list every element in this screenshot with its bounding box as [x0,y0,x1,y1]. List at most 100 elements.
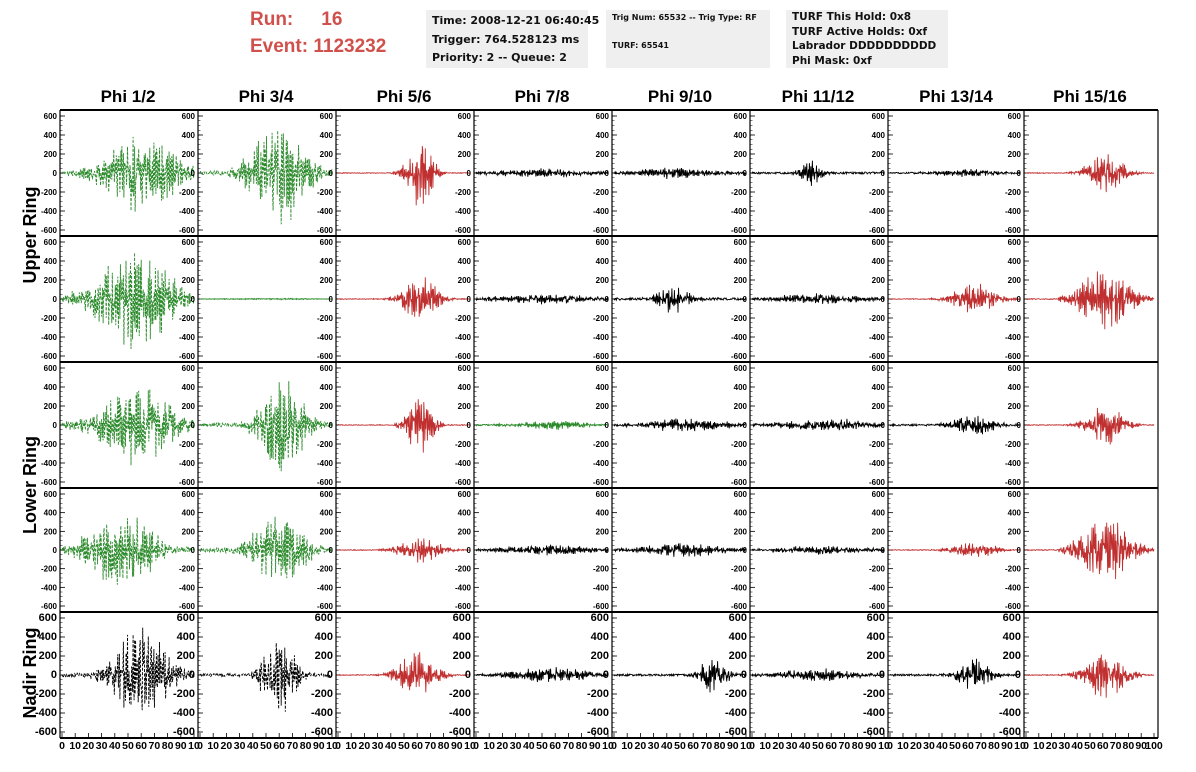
y-tick-label: -400 [41,333,58,342]
y-tick-label: 200 [596,150,610,159]
x-tick-label: 70 [425,740,437,752]
y-tick-label: -400 [41,459,58,468]
y-tick-label: 200 [458,150,472,159]
turf-active-text: TURF Active Holds: 0xf [792,25,928,38]
y-tick-label: -200 [593,314,610,323]
y-tick-label: -600 [1005,226,1022,235]
y-tick-label: -200 [317,314,334,323]
y-tick-label: 200 [177,650,195,662]
x-tick-label: 10 [464,740,476,752]
y-tick-label: -600 [593,478,610,487]
y-tick-label: -200 [173,688,195,700]
y-tick-label: 600 [596,238,610,247]
y-tick-label: -600 [1005,478,1022,487]
waveform-trace [61,389,195,466]
x-tick-label: 10 [740,740,752,752]
y-tick-label: 0 [605,169,610,178]
waveform-trace [337,652,471,693]
y-tick-label: -600 [317,602,334,611]
y-tick-label: -200 [449,688,471,700]
y-tick-label: 600 [458,490,472,499]
trig-num-text: Trig Num: 65532 -- Trig Type: RF [612,13,757,22]
waveform-trace [61,517,195,585]
y-tick-label: -600 [587,726,609,738]
y-tick-label: -600 [41,352,58,361]
phi-title-2: Phi 3/4 [238,87,294,106]
y-tick-label: 0 [191,421,196,430]
x-tick-label: 80 [300,740,312,752]
y-tick-label: 200 [1008,527,1022,536]
y-tick-label: 0 [743,169,748,178]
y-tick-label: -200 [999,688,1021,700]
y-tick-label: 0 [189,669,195,681]
y-tick-label: -200 [593,188,610,197]
y-tick-label: 400 [320,383,334,392]
y-tick-label: 600 [320,112,334,121]
y-tick-label: -400 [869,333,886,342]
y-tick-label: -600 [869,226,886,235]
y-tick-label: 400 [1008,131,1022,140]
y-tick-label: -600 [455,602,472,611]
y-tick-label: 600 [458,238,472,247]
y-tick-label: 0 [53,421,58,430]
y-tick-label: -200 [41,188,58,197]
y-tick-label: -200 [1005,188,1022,197]
phi-title-4: Phi 7/8 [514,87,570,106]
x-tick-label: 80 [576,740,588,752]
y-tick-label: -400 [455,459,472,468]
y-tick-label: 0 [1015,669,1021,681]
y-tick-label: -200 [1005,314,1022,323]
x-tick-label: 30 [234,740,246,752]
y-tick-label: -200 [455,565,472,574]
x-tick-label: 20 [83,740,95,752]
y-tick-label: -600 [35,726,57,738]
y-tick-label: 600 [734,364,748,373]
y-tick-label: 400 [734,509,748,518]
waveform-trace [337,399,471,453]
y-tick-label: -600 [179,478,196,487]
x-tick-label: 40 [799,740,811,752]
y-tick-label: -600 [455,226,472,235]
x-tick-label: 100 [1145,740,1163,752]
y-tick-label: 400 [1008,383,1022,392]
x-tick-label: 30 [1059,740,1071,752]
y-tick-label: 200 [44,276,58,285]
y-tick-label: 400 [872,131,886,140]
trig-info-box: Trig Num: 65532 -- Trig Type: RF TURF: 6… [606,10,770,68]
y-tick-label: 400 [182,131,196,140]
y-tick-label: 600 [44,490,58,499]
y-tick-label: 400 [320,131,334,140]
y-tick-label: 200 [315,650,333,662]
y-tick-label: 400 [591,631,609,643]
x-tick-label: 40 [523,740,535,752]
y-tick-label: 400 [596,383,610,392]
y-tick-label: -200 [179,565,196,574]
x-tick-label: 60 [411,740,423,752]
y-tick-label: 400 [1008,257,1022,266]
waveform-trace [338,538,471,563]
x-tick-label: 70 [1110,740,1122,752]
waveform-trace [751,668,885,682]
y-tick-label: 200 [458,402,472,411]
y-tick-label: -200 [179,314,196,323]
y-tick-label: 400 [596,131,610,140]
y-tick-label: 200 [591,650,609,662]
y-tick-label: 600 [182,490,196,499]
waveform-trace [199,381,333,472]
y-tick-label: 400 [458,257,472,266]
x-tick-label: 30 [648,740,660,752]
y-tick-label: -600 [41,478,58,487]
y-tick-label: 400 [458,131,472,140]
y-tick-label: 200 [320,527,334,536]
y-tick-label: 0 [603,669,609,681]
y-tick-label: 600 [453,612,471,624]
x-tick-label: 30 [510,740,522,752]
x-tick-label: 90 [175,740,187,752]
waveform-trace [475,294,609,305]
y-tick-label: 400 [453,631,471,643]
y-tick-label: 400 [44,131,58,140]
y-tick-label: -400 [179,459,196,468]
y-tick-label: -400 [869,583,886,592]
y-tick-label: -400 [179,583,196,592]
time-info-box: Time: 2008-12-21 06:40:45 Trigger: 764.5… [426,10,599,68]
